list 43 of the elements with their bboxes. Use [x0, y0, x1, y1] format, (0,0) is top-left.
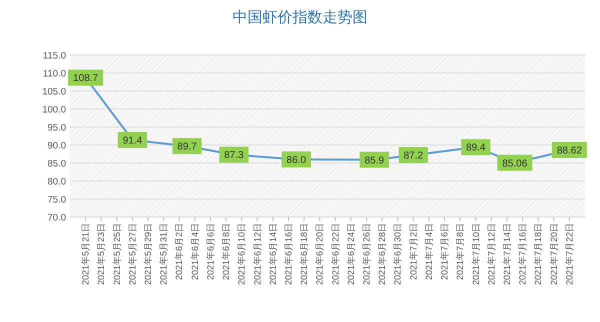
x-tick-label: 2021年5月25日	[112, 223, 122, 286]
y-tick-label: 105.0	[42, 86, 66, 98]
x-tick-label: 2021年6月6日	[205, 223, 216, 280]
x-tick-label: 2021年6月14日	[268, 223, 278, 286]
x-tick-label: 2021年7月18日	[533, 223, 544, 286]
x-tick-label: 2021年7月14日	[502, 223, 512, 286]
x-tick-label: 2021年5月31日	[158, 223, 169, 286]
x-tick-label: 2021年5月29日	[143, 223, 154, 286]
x-tick-label: 2021年5月21日	[80, 223, 91, 286]
x-tick-label: 2021年6月30日	[392, 223, 403, 286]
x-tick-label: 2021年6月12日	[252, 223, 262, 286]
x-tick-label: 2021年6月4日	[190, 223, 200, 280]
x-tick-label: 2021年6月26日	[362, 223, 372, 286]
y-tick-label: 100.0	[42, 104, 66, 116]
x-tick-label: 2021年7月10日	[470, 223, 481, 286]
y-tick-label: 85.0	[48, 158, 66, 170]
x-tick-label: 2021年7月22日	[564, 223, 574, 286]
x-tick-label: 2021年6月18日	[299, 223, 310, 286]
y-tick-label: 110.0	[42, 68, 66, 80]
x-tick-label: 2021年6月24日	[346, 223, 356, 286]
x-tick-label: 2021年6月8日	[221, 223, 232, 280]
x-tick-label: 2021年6月2日	[174, 223, 184, 280]
y-tick-label: 90.0	[48, 140, 66, 152]
x-tick-label: 2021年6月22日	[330, 223, 340, 286]
y-tick-label: 95.0	[48, 122, 66, 134]
y-tick-label: 80.0	[48, 176, 66, 188]
chart-title: 中国虾价指数走势图	[232, 9, 368, 26]
y-tick-label: 70.0	[48, 212, 66, 224]
y-tick-label: 75.0	[48, 194, 66, 206]
x-tick-label: 2021年7月12日	[486, 223, 496, 286]
x-tick-label: 2021年7月6日	[440, 223, 450, 280]
x-tick-label: 2021年6月10日	[236, 223, 247, 286]
y-tick-label: 115.0	[42, 50, 66, 62]
x-tick-label: 2021年7月20日	[548, 223, 559, 286]
x-tick-label: 2021年5月23日	[96, 223, 106, 286]
x-tick-label: 2021年5月27日	[127, 223, 138, 286]
x-tick-label: 2021年6月20日	[314, 223, 325, 286]
x-tick-label: 2021年7月16日	[518, 223, 528, 286]
x-tick-label: 2021年7月4日	[424, 223, 434, 280]
x-tick-label: 2021年6月28日	[377, 223, 388, 286]
x-tick-label: 2021年7月8日	[455, 223, 466, 280]
x-tick-label: 2021年7月2日	[408, 223, 418, 280]
x-tick-label: 2021年6月16日	[283, 223, 294, 286]
